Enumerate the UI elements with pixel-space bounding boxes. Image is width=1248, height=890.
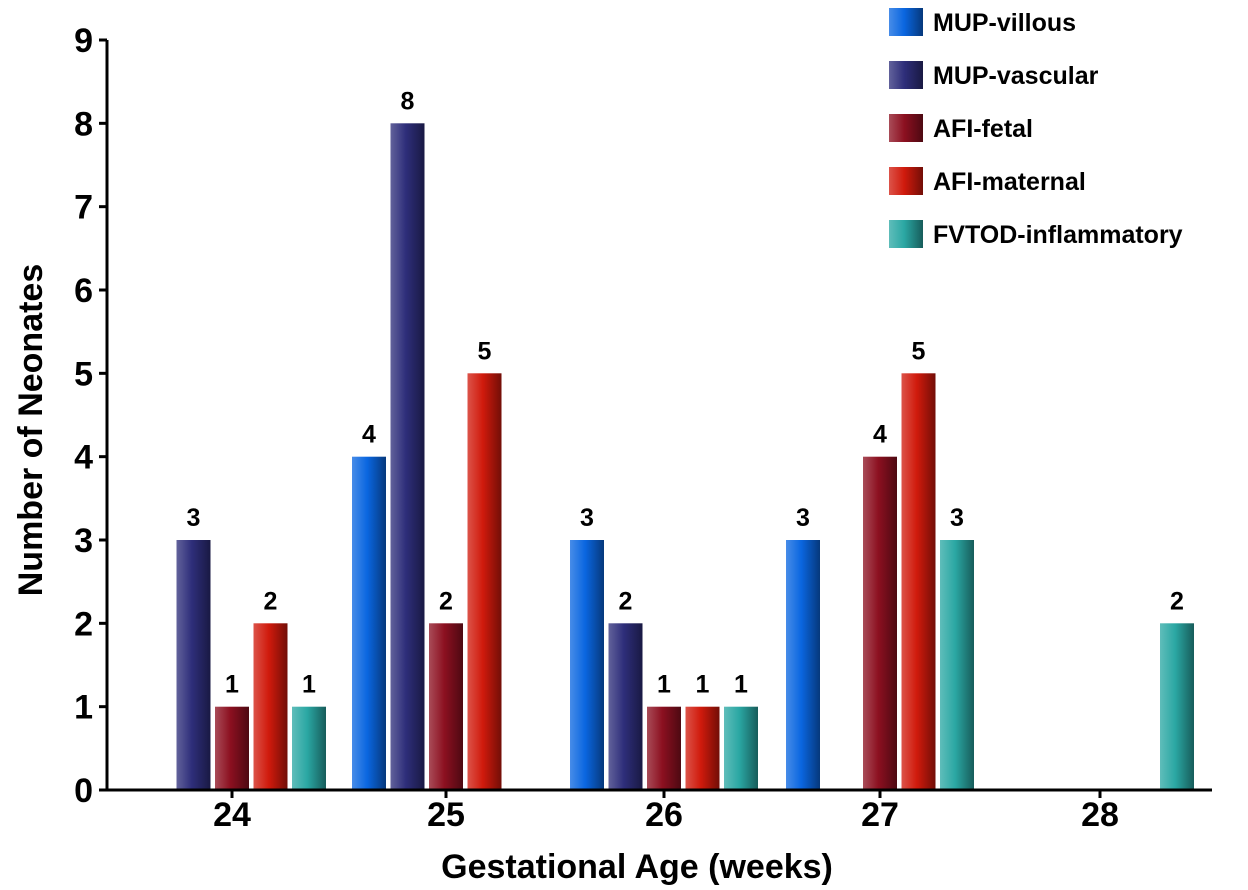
data-label-afi-maternal-27: 5 bbox=[912, 337, 926, 365]
legend-label-mup-villous: MUP-villous bbox=[933, 9, 1076, 37]
y-axis-title: Number of Neonates bbox=[12, 264, 50, 597]
y-tick-label-0: 0 bbox=[74, 772, 93, 810]
data-label-mup-vascular-26: 2 bbox=[619, 587, 633, 615]
bar-fvtod-inflammatory-27 bbox=[940, 540, 974, 790]
legend-swatch-afi-fetal bbox=[889, 114, 923, 142]
data-label-mup-vascular-25: 8 bbox=[401, 87, 415, 115]
y-tick-label-8: 8 bbox=[74, 105, 93, 143]
bar-mup-vascular-26 bbox=[608, 623, 643, 790]
y-tick-label-3: 3 bbox=[74, 522, 93, 560]
legend-swatch-fvtod-inflammatory bbox=[889, 220, 923, 248]
y-tick-label-1: 1 bbox=[74, 689, 93, 727]
data-label-afi-fetal-25: 2 bbox=[439, 587, 453, 615]
y-tick-label-2: 2 bbox=[74, 605, 93, 643]
bar-afi-maternal-25 bbox=[467, 373, 502, 790]
data-label-afi-maternal-25: 5 bbox=[478, 337, 492, 365]
bar-mup-villous-25 bbox=[352, 456, 386, 790]
x-axis-ticks: 24 25 26 27 28 bbox=[213, 790, 1119, 834]
bar-afi-maternal-26 bbox=[685, 706, 720, 790]
legend-label-afi-maternal: AFI-maternal bbox=[933, 168, 1086, 196]
bar-afi-maternal-27 bbox=[901, 373, 936, 790]
data-label-fvtod-inflammatory-26: 1 bbox=[734, 671, 748, 699]
data-label-afi-fetal-27: 4 bbox=[873, 421, 887, 449]
data-label-mup-villous-26: 3 bbox=[580, 504, 594, 532]
x-tick-label-26: 26 bbox=[645, 796, 683, 834]
data-label-mup-vascular-24: 3 bbox=[187, 504, 201, 532]
legend-swatch-mup-villous bbox=[889, 8, 923, 36]
y-tick-label-5: 5 bbox=[74, 355, 93, 393]
x-axis-title: Gestational Age (weeks) bbox=[441, 848, 833, 886]
bar-mup-vascular-24 bbox=[176, 540, 211, 790]
data-label-mup-villous-27: 3 bbox=[796, 504, 810, 532]
bar-mup-villous-26 bbox=[570, 540, 604, 790]
y-axis-ticks: 0 1 2 3 4 5 6 7 8 9 bbox=[74, 22, 107, 810]
data-label-afi-fetal-26: 1 bbox=[657, 671, 671, 699]
y-tick-label-7: 7 bbox=[74, 189, 93, 227]
bar-afi-maternal-24 bbox=[253, 623, 288, 790]
legend-label-fvtod-inflammatory: FVTOD-inflammatory bbox=[933, 221, 1183, 249]
y-tick-label-6: 6 bbox=[74, 272, 93, 310]
bar-fvtod-inflammatory-28 bbox=[1160, 623, 1194, 790]
bar-mup-vascular-25 bbox=[390, 123, 425, 791]
legend-label-mup-vascular: MUP-vascular bbox=[933, 62, 1099, 90]
legend-swatch-mup-vascular bbox=[889, 61, 923, 89]
x-tick-label-27: 27 bbox=[861, 796, 899, 834]
data-label-fvtod-inflammatory-27: 3 bbox=[950, 504, 964, 532]
data-label-afi-maternal-24: 2 bbox=[264, 587, 278, 615]
legend: MUP-villous MUP-vascular AFI-fetal AFI-mate… bbox=[889, 8, 1183, 249]
y-tick-label-4: 4 bbox=[74, 439, 93, 477]
bar-fvtod-inflammatory-26 bbox=[724, 706, 758, 790]
bar-mup-villous-27 bbox=[786, 540, 820, 790]
bar-afi-fetal-26 bbox=[647, 706, 681, 790]
legend-swatch-afi-maternal bbox=[889, 167, 923, 195]
bar-afi-fetal-25 bbox=[429, 623, 463, 790]
x-tick-label-25: 25 bbox=[427, 796, 465, 834]
data-label-afi-fetal-24: 1 bbox=[225, 671, 239, 699]
bar-afi-fetal-27 bbox=[863, 456, 897, 790]
data-label-mup-villous-25: 4 bbox=[362, 421, 376, 449]
bars-layer bbox=[176, 123, 1194, 791]
bar-fvtod-inflammatory-24 bbox=[292, 706, 326, 790]
data-label-fvtod-inflammatory-28: 2 bbox=[1170, 587, 1184, 615]
legend-label-afi-fetal: AFI-fetal bbox=[933, 115, 1033, 143]
x-tick-label-24: 24 bbox=[213, 796, 251, 834]
y-tick-label-9: 9 bbox=[74, 22, 93, 60]
x-tick-label-28: 28 bbox=[1081, 796, 1119, 834]
data-label-fvtod-inflammatory-24: 1 bbox=[302, 671, 316, 699]
data-label-afi-maternal-26: 1 bbox=[696, 671, 710, 699]
bar-afi-fetal-24 bbox=[215, 706, 249, 790]
